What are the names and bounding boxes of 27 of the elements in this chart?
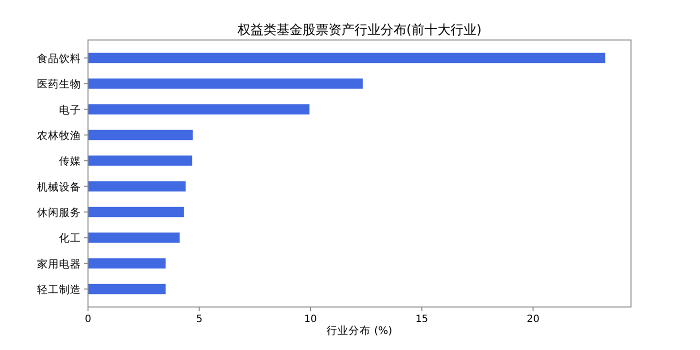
bar [88,181,186,192]
x-tick-label: 15 [415,314,428,325]
bar [88,104,310,114]
y-tick-label: 化工 [59,232,81,245]
y-tick-label: 医药生物 [37,78,81,91]
bar [88,258,166,268]
x-tick-label: 5 [196,314,202,325]
x-tick-label: 20 [526,314,540,325]
y-tick-label: 轻工制造 [37,283,81,296]
bar [88,284,166,294]
y-tick-label: 家用电器 [37,257,81,270]
bar [88,52,606,64]
y-tick-label: 机械设备 [37,180,81,194]
bar [88,156,192,166]
y-tick-label: 休闲服务 [37,207,81,220]
chart-title: 权益类基金股票资产行业分布(前十大行业) [236,23,482,38]
bar [88,232,180,243]
y-tick-label: 电子 [59,103,81,116]
y-tick-label: 传媒 [59,156,81,168]
bar [88,78,363,89]
bar [88,130,193,140]
y-tick-label: 食品饮料 [37,52,81,65]
y-tick-label: 农林牧渔 [37,128,81,142]
bar [88,206,184,218]
x-tick-label: 0 [84,314,92,325]
x-tick-label: 10 [304,314,317,325]
x-axis-title: 行业分布 (%) [326,324,392,337]
